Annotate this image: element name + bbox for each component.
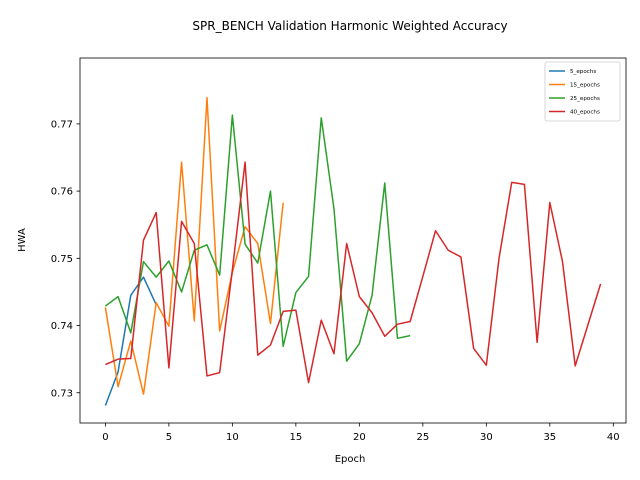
x-tick-label: 40 <box>607 432 620 443</box>
x-axis-label: Epoch <box>335 454 366 465</box>
x-tick-label: 30 <box>480 432 493 443</box>
y-tick-label: 0.77 <box>51 119 73 130</box>
legend-label: 15_epochs <box>570 83 600 89</box>
y-tick-label: 0.76 <box>51 187 73 198</box>
x-axis: 0 5 10 15 20 25 30 35 40 <box>102 423 620 443</box>
series-line-5_epochs <box>104 276 157 406</box>
legend-frame <box>544 61 621 122</box>
x-tick-label: 10 <box>226 432 239 443</box>
plot-frame <box>79 57 627 424</box>
y-tick-label: 0.74 <box>51 321 73 332</box>
legend-label: 40_epochs <box>570 110 600 116</box>
x-tick-label: 0 <box>102 432 108 443</box>
series-line-15_epochs <box>104 96 284 395</box>
series-line-40_epochs <box>105 161 602 384</box>
y-axis: 0.73 0.74 0.75 0.76 0.77 <box>51 119 80 399</box>
legend-label: 5_epochs <box>570 69 596 75</box>
legend: 5_epochs 15_epochs 25_epochs 40_epochs <box>544 61 621 122</box>
series-line-25_epochs <box>104 114 411 362</box>
y-axis-label: HWA <box>17 228 28 252</box>
x-tick-label: 25 <box>416 432 429 443</box>
x-tick-label: 20 <box>353 432 366 443</box>
y-tick-label: 0.75 <box>51 254 73 265</box>
x-tick-label: 15 <box>289 432 302 443</box>
series-layer <box>104 96 602 406</box>
y-tick-label: 0.73 <box>51 388 73 399</box>
x-tick-label: 5 <box>166 432 172 443</box>
x-tick-label: 35 <box>543 432 556 443</box>
legend-label: 25_epochs <box>570 96 600 102</box>
chart-title: SPR_BENCH Validation Harmonic Weighted A… <box>192 19 507 33</box>
